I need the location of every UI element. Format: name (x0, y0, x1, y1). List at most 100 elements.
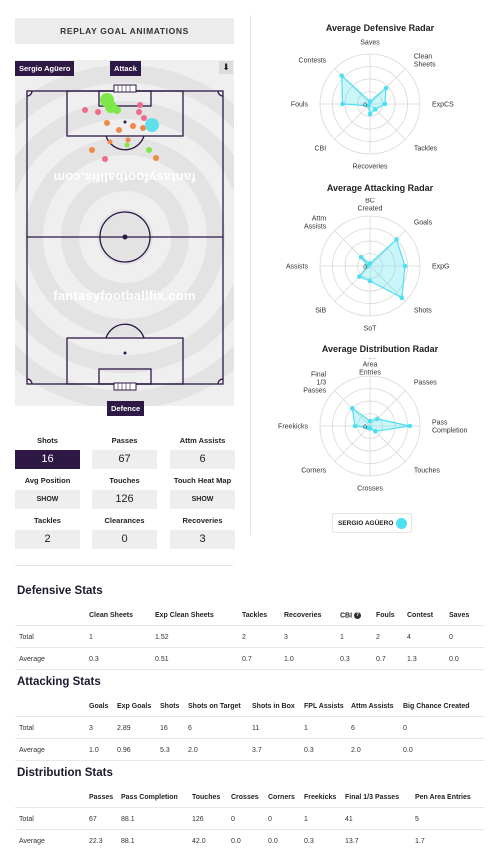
table-cell: 1.0 (89, 747, 99, 754)
column-header: Clean Sheets (89, 612, 133, 619)
radar-point (367, 418, 373, 424)
radar-axis-label: ExpG (432, 264, 450, 271)
table-cell: 1 (89, 634, 93, 641)
column-header: Attm Assists (351, 703, 394, 710)
radar-center-label: 0 (363, 102, 367, 109)
radar-point (373, 429, 378, 434)
radar-legend[interactable]: SERGIO AGÜERO (332, 513, 412, 533)
table-cell: 1 (304, 725, 308, 732)
radar-axis-label: Saves (360, 40, 380, 47)
radar-axis-label: CBI (314, 145, 326, 152)
stat-tile-avg-position[interactable]: Avg Position SHOW (15, 476, 80, 509)
table-cell: 0.51 (155, 656, 169, 663)
table-cell: 22.3 (89, 838, 103, 845)
column-header-label: Exp Clean Sheets (155, 612, 214, 619)
column-header: Crosses (231, 794, 259, 801)
table-divider (15, 716, 485, 717)
table-cell: 1.0 (284, 656, 294, 663)
shot-map-pitch: fantasyfootballfix.com fantasyfootballfi… (15, 60, 234, 406)
shot-marker (82, 107, 88, 113)
table-cell: 5.3 (160, 747, 170, 754)
column-header: Passes (89, 794, 113, 801)
column-header: CBI? (340, 612, 362, 619)
legend-player-label: SERGIO AGÜERO (338, 520, 394, 527)
attacking-stats-title: Attacking Stats (17, 676, 101, 688)
radar-axis-label: Corners (301, 467, 326, 474)
column-header-label: Saves (449, 612, 470, 619)
info-icon[interactable]: ? (354, 612, 362, 619)
stat-tile-clearances[interactable]: Clearances 0 (92, 516, 157, 549)
radar-point (365, 263, 370, 269)
stat-label: Passes (111, 436, 138, 445)
defensive-radar-title: Average Defensive Radar (325, 23, 435, 33)
column-header-label: Tackles (242, 612, 268, 619)
column-header-label: Touches (192, 794, 221, 801)
replay-goal-animations-button[interactable]: REPLAY GOAL ANIMATIONS (15, 18, 234, 44)
shot-marker (116, 127, 122, 133)
stat-label: Touch Heat Map (173, 476, 232, 485)
distribution-radar-title: Average Distribution Radar (321, 344, 439, 354)
radar-axis-label: ExpCS (432, 102, 454, 109)
defensive-stats-title: Defensive Stats (17, 585, 103, 597)
radar-axis-label: BC Created (358, 198, 383, 213)
shot-marker (104, 120, 110, 126)
table-cell: 1.52 (155, 634, 169, 641)
stat-tile-recoveries[interactable]: Recoveries 3 (170, 516, 235, 549)
table-cell: 0.3 (89, 656, 99, 663)
column-header-label: Pen Area Entries (415, 794, 471, 801)
radar-axis-label: Tackles (414, 145, 438, 152)
stat-tile-touches[interactable]: Touches 126 (92, 476, 157, 509)
legend-color-dot (396, 518, 407, 529)
table-cell: 0.3 (340, 656, 350, 663)
radar-axis-label: Touches (414, 467, 441, 474)
column-header-label: Final 1/3 Passes (345, 794, 400, 801)
table-cell: 4 (407, 634, 411, 641)
column-header: Contest (407, 612, 433, 619)
show-button[interactable]: SHOW (15, 490, 80, 509)
stat-tile-tackles[interactable]: Tackles 2 (15, 516, 80, 549)
stat-tile-touch-heat-map[interactable]: Touch Heat Map SHOW (170, 476, 235, 509)
stat-tile-shots[interactable]: Shots 16 (15, 436, 80, 469)
stat-tile-passes[interactable]: Passes 67 (92, 436, 157, 469)
pitch-drawing (15, 60, 234, 406)
goal-top (113, 84, 137, 93)
column-header-label: Recoveries (284, 612, 322, 619)
stat-value: 6 (170, 450, 235, 469)
radar-axis-label: Passes (414, 380, 437, 387)
column-header-label: Big Chance Created (403, 703, 470, 710)
column-header: Pass Completion (121, 794, 178, 801)
row-label: Average (19, 656, 45, 663)
table-cell: 3 (89, 725, 93, 732)
table-cell: 3 (284, 634, 288, 641)
show-button[interactable]: SHOW (170, 490, 235, 509)
stat-value: 2 (15, 530, 80, 549)
radar-axis-label: Freekicks (278, 424, 308, 431)
radar-point (402, 263, 408, 269)
column-header-label: Shots (160, 703, 180, 710)
radar-axis-label: SoT (364, 326, 378, 333)
shot-marker (141, 115, 147, 121)
shot-marker (130, 123, 136, 129)
shot-marker (140, 125, 146, 131)
row-label: Total (19, 634, 34, 641)
radar-point (367, 99, 373, 104)
arrow-down-icon[interactable]: ⬇ (219, 61, 233, 74)
column-header: Saves (449, 612, 469, 619)
column-header: Exp Goals (117, 703, 151, 710)
column-header: Recoveries (284, 612, 321, 619)
column-header-label: Fouls (376, 612, 395, 619)
table-cell: 6 (351, 725, 355, 732)
table-cell: 0.7 (242, 656, 252, 663)
table-divider (15, 625, 485, 626)
radar-point (367, 278, 373, 284)
table-cell: 1 (340, 634, 344, 641)
stat-tile-attm-assists[interactable]: Attm Assists 6 (170, 436, 235, 469)
table-cell: 0 (268, 816, 272, 823)
column-header: Pen Area Entries (415, 794, 471, 801)
radar-point (358, 254, 364, 260)
column-divider (250, 15, 251, 535)
attacking-radar-title: Average Attacking Radar (326, 183, 434, 193)
table-cell: 0 (231, 816, 235, 823)
